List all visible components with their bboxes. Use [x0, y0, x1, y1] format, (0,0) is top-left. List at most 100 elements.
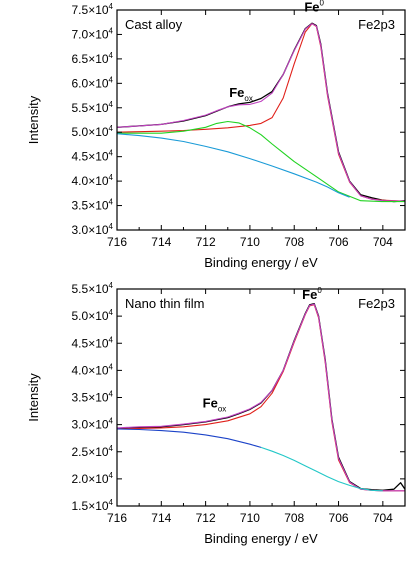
y-tick-mantissa: 3.0 [72, 223, 89, 237]
series-line-3 [117, 120, 405, 203]
y-tick-exponent: 4 [109, 173, 114, 182]
peak-annotation: Fe0 [302, 286, 322, 302]
y-tick-mantissa: 2.5 [72, 445, 89, 459]
annotation-superscript: 0 [320, 0, 325, 7]
x-tick-label: 712 [196, 511, 216, 525]
y-axis-label: Intensity [26, 373, 41, 422]
x-axis-label: Binding energy / eV [204, 255, 318, 270]
cast-alloy-panel: 716 714 712 710 708 706 7043.0×1043.5×1044.0×1… [26, 0, 406, 270]
y-tick-times-ten: ×10 [88, 363, 109, 377]
y-tick-label: 7.5×104 [72, 2, 114, 17]
y-tick-mantissa: 3.0 [72, 418, 89, 432]
y-tick-label: 7.0×104 [72, 26, 114, 41]
series-line-1 [116, 23, 406, 202]
y-tick-mantissa: 4.5 [72, 336, 89, 350]
y-tick-times-ten: ×10 [88, 309, 109, 323]
series-line-4 [116, 133, 350, 198]
y-tick-mantissa: 5.5 [72, 282, 89, 296]
y-tick-label: 6.0×104 [72, 75, 114, 90]
y-tick-times-ten: ×10 [88, 150, 109, 164]
y-tick-mantissa: 4.0 [72, 363, 89, 377]
annotation-element: Fe [203, 395, 218, 410]
annotation-element: Fe [304, 0, 319, 14]
peak-annotation: Feox [229, 85, 253, 103]
panel-label: Cast alloy [125, 17, 183, 32]
spectrum-label: Fe2p3 [358, 296, 395, 311]
y-tick-mantissa: 2.0 [72, 472, 89, 486]
series-line-2 [116, 303, 405, 492]
y-tick-label: 3.5×104 [72, 198, 114, 213]
y-tick-exponent: 4 [109, 51, 114, 60]
y-tick-exponent: 4 [109, 335, 114, 344]
x-tick-label: 708 [284, 511, 304, 525]
y-tick-exponent: 4 [109, 149, 114, 158]
y-tick-exponent: 4 [109, 222, 114, 231]
plot-frame [116, 9, 406, 231]
y-tick-times-ten: ×10 [88, 199, 109, 213]
y-tick-mantissa: 7.5 [72, 3, 89, 17]
x-tick-label: 710 [240, 235, 260, 249]
x-tick-label: 714 [151, 511, 171, 525]
x-tick-label: 716 [107, 235, 127, 249]
y-tick-exponent: 4 [109, 100, 114, 109]
y-tick-mantissa: 6.5 [72, 52, 89, 66]
y-tick-exponent: 4 [109, 390, 114, 399]
y-tick-mantissa: 1.5 [72, 499, 89, 513]
y-tick-mantissa: 6.0 [72, 76, 89, 90]
y-tick-label: 5.5×104 [72, 281, 114, 296]
y-tick-times-ten: ×10 [88, 76, 109, 90]
y-tick-mantissa: 7.0 [72, 27, 89, 41]
annotation-subscript: ox [218, 404, 226, 413]
y-tick-exponent: 4 [109, 26, 114, 35]
x-tick-label: 708 [284, 235, 304, 249]
y-tick-times-ten: ×10 [88, 174, 109, 188]
y-tick-exponent: 4 [109, 281, 114, 290]
y-tick-exponent: 4 [109, 2, 114, 11]
y-tick-times-ten: ×10 [88, 336, 109, 350]
y-tick-exponent: 4 [109, 198, 114, 207]
x-tick-label: 714 [151, 235, 171, 249]
x-axis-label: Binding energy / eV [204, 531, 318, 546]
y-tick-times-ten: ×10 [88, 418, 109, 432]
annotation-subscript: ox [244, 94, 252, 103]
annotation-element: Fe [302, 287, 317, 302]
x-tick-label: 712 [196, 235, 216, 249]
y-tick-times-ten: ×10 [88, 391, 109, 405]
y-tick-label: 6.5×104 [72, 51, 114, 66]
y-tick-label: 5.0×104 [72, 308, 114, 323]
y-tick-mantissa: 5.5 [72, 101, 89, 115]
x-tick-label: 704 [373, 235, 393, 249]
x-tick-label: 706 [329, 511, 349, 525]
y-tick-exponent: 4 [109, 308, 114, 317]
y-tick-label: 4.0×104 [72, 173, 114, 188]
peak-annotation: Feox [203, 395, 227, 413]
y-tick-times-ten: ×10 [88, 499, 109, 513]
spectrum-label: Fe2p3 [358, 17, 395, 32]
x-tick-label: 710 [240, 511, 260, 525]
peak-annotation: Fe0 [304, 0, 324, 14]
y-tick-label: 3.5×104 [72, 390, 114, 405]
y-tick-times-ten: ×10 [88, 125, 109, 139]
y-tick-times-ten: ×10 [88, 223, 109, 237]
y-tick-label: 4.5×104 [72, 335, 114, 350]
y-tick-label: 2.0×104 [72, 471, 114, 486]
x-tick-label: 706 [329, 235, 349, 249]
annotation-superscript: 0 [317, 286, 322, 295]
y-tick-label: 1.5×104 [72, 498, 114, 513]
series-line-0 [116, 22, 406, 203]
y-tick-exponent: 4 [109, 471, 114, 480]
y-tick-mantissa: 5.0 [72, 309, 89, 323]
y-tick-exponent: 4 [109, 417, 114, 426]
y-tick-exponent: 4 [109, 75, 114, 84]
series-line-3 [116, 428, 262, 448]
series-line-1 [116, 304, 405, 492]
y-tick-times-ten: ×10 [88, 101, 109, 115]
panel-label: Nano thin film [125, 296, 204, 311]
y-tick-mantissa: 5.0 [72, 125, 89, 139]
y-tick-times-ten: ×10 [88, 52, 109, 66]
series-line-0 [116, 302, 406, 491]
plot-frame [116, 288, 406, 507]
x-tick-label: 716 [107, 511, 127, 525]
y-tick-mantissa: 4.5 [72, 150, 89, 164]
